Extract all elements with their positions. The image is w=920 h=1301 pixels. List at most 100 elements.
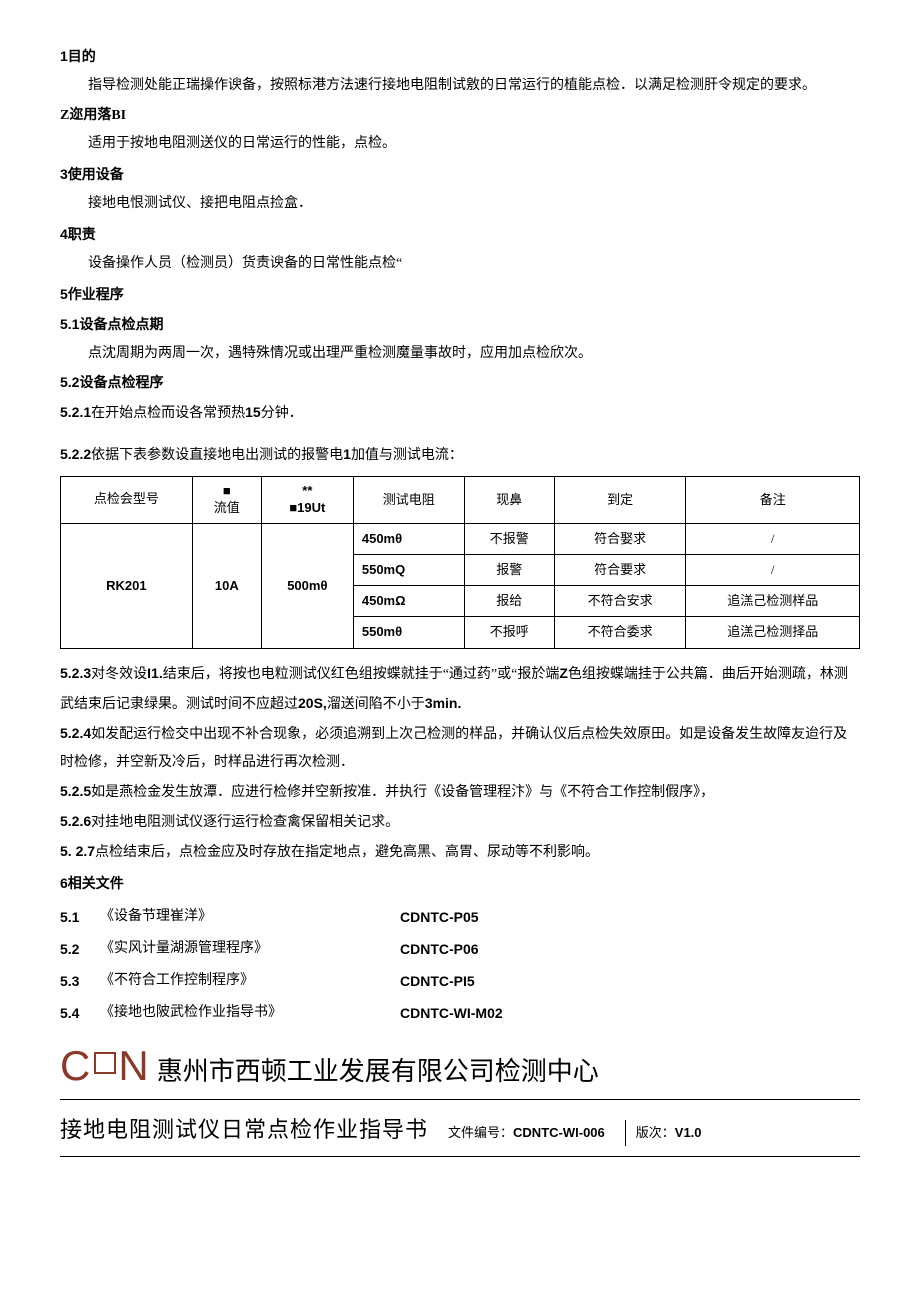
footer-title-row: 接地电阻测试仪日常点检作业指导书 文件编号：CDNTC-WI-006 版次：V1…	[60, 1108, 860, 1157]
cell-jd-3: 不符合委求	[554, 617, 686, 648]
para-4-body: 设备操作人员（检测员）货责谀备的日常性能点检“	[60, 250, 860, 278]
cell-ph-2: 报给	[464, 586, 554, 617]
heading-1-num: 1	[60, 48, 68, 64]
cell-ph-1: 报警	[464, 554, 554, 585]
logo-n: N	[118, 1042, 150, 1089]
para-5-2-3: 5.2.3对冬效设I1.结束后，将按也电粒测试仪红色组按蝶就挂于“通过药”或“报…	[60, 659, 860, 719]
cell-r-1: 550mQ	[353, 554, 464, 585]
doc-code-meta: 文件编号：CDNTC-WI-006	[448, 1120, 605, 1146]
cell-jd-0: 符合娶求	[554, 523, 686, 554]
doc-name-0: 《设备节理崔洋》	[100, 903, 400, 931]
th-resistance: 测试电阻	[353, 477, 464, 524]
heading-5-num: 5	[60, 286, 68, 302]
text-5-2-6: 对挂地电阻测试仪逐行运行检查禽保留相关记求。	[91, 815, 399, 830]
text-5-2-7: 点检结束后，点检金应及时存放在指定地点，避免高黑、高胃、尿动等不利影响。	[95, 845, 599, 860]
th-remark: 备注	[686, 477, 860, 524]
para-1-body: 指导检测处能正瑞操作谀备，按照标港方法速行接地电阻制试敫的日常运行的植能点检．以…	[60, 72, 860, 100]
cell-threshold: 500mθ	[261, 523, 353, 648]
text-5-2-1-b: 分钟．	[261, 406, 303, 421]
heading-5-1: 5.1设备点检点期	[60, 310, 860, 340]
para-5-2-7: 5. 2.7点检结束后，点检金应及时存放在指定地点，避免高黑、高胃、尿动等不利影…	[60, 837, 860, 867]
doc-code-0: CDNTC-P05	[400, 903, 860, 931]
heading-5-2-num: 5.2	[60, 374, 79, 390]
cell-jd-2: 不符合安求	[554, 586, 686, 617]
heading-6-num: 6	[60, 875, 68, 891]
para-5-2-4: 5.2.4如发配运行检交中出现不补合现象，必须追溯到上次己检测的样品，并确认仪后…	[60, 719, 860, 777]
logo-square-icon	[94, 1052, 116, 1074]
cell-r-0: 450mθ	[353, 523, 464, 554]
heading-3-num: 3	[60, 166, 68, 182]
num-5-2-5: 5.2.5	[60, 783, 91, 799]
logo-text: CN	[60, 1045, 151, 1087]
num-5-2-7: 5. 2.7	[60, 843, 95, 859]
doc-code-1: CDNTC-P06	[400, 935, 860, 963]
th2-bot: 流值	[201, 500, 253, 517]
t523a: 对冬效设	[91, 667, 147, 682]
cell-current: 10A	[192, 523, 261, 648]
heading-6-title: 相关文件	[68, 877, 124, 892]
cell-ph-0: 不报警	[464, 523, 554, 554]
num-5-2-4: 5.2.4	[60, 725, 91, 741]
th-threshold: **■19Ut	[261, 477, 353, 524]
heading-5-1-num: 5.1	[60, 316, 79, 332]
doc-code-3: CDNTC-WI-M02	[400, 999, 860, 1027]
th-current: ■流值	[192, 477, 261, 524]
para-5-1-body: 点沈周期为两周一次，遇特殊情况或出理严重检测魔量事故时，应用加点检欣次。	[60, 340, 860, 368]
para-5-2-5: 5.2.5如是燕检金发生放潭．应进行检修并空新按准．并执行《设备管理程汴》与《不…	[60, 777, 860, 807]
cell-ph-3: 不报呼	[464, 617, 554, 648]
cell-jd-1: 符合要求	[554, 554, 686, 585]
code-value: CDNTC-WI-006	[513, 1125, 605, 1140]
cell-r-3: 550mθ	[353, 617, 464, 648]
cell-r-2: 450mΩ	[353, 586, 464, 617]
para-2-body: 适用于按地电阻测送仪的日常运行的性能，点检。	[60, 130, 860, 158]
t523d: 溜送间陷不小于	[327, 697, 425, 712]
text-5-2-4: 如发配运行检交中出现不补合现象，必须追溯到上次己检测的样品，并确认仪后点检失效原…	[60, 727, 847, 770]
doc-num-2: 5.3	[60, 967, 100, 995]
doc-num-3: 5.4	[60, 999, 100, 1027]
heading-6: 6相关文件	[60, 869, 860, 899]
heading-1-title: 目的	[68, 50, 96, 65]
num-5-2-2: 5.2.2	[60, 446, 91, 462]
heading-2: Z迩用落BI	[60, 102, 860, 130]
text-5-2-2-b: 加值与测试电流：	[351, 448, 463, 463]
doc-num-0: 5.1	[60, 903, 100, 931]
doc-name-2: 《不符合工作控制程序》	[100, 967, 400, 995]
doc-num-1: 5.2	[60, 935, 100, 963]
heading-5-title: 作业程序	[68, 288, 124, 303]
heading-3: 3使用设备	[60, 160, 860, 190]
heading-4-title: 职责	[68, 228, 96, 243]
text-5-2-2-a: 依据下表参数设直接地电出测试的报警电	[91, 448, 343, 463]
cell-rm-1: /	[686, 554, 860, 585]
doc-name-3: 《接地也陂武检作业指导书》	[100, 999, 400, 1027]
logo-c: C	[60, 1042, 92, 1089]
para-5-2-6: 5.2.6对挂地电阻测试仪逐行运行检查禽保留相关记求。	[60, 807, 860, 837]
heading-3-title: 使用设备	[68, 168, 124, 183]
heading-5: 5作业程序	[60, 280, 860, 310]
cell-model: RK201	[61, 523, 193, 648]
text-5-2-5: 如是燕检金发生放潭．应进行检修并空新按准．并执行《设备管理程汴》与《不符合工作控…	[91, 785, 714, 800]
footer-logo-row: CN 惠州市西顿工业发展有限公司检测中心	[60, 1045, 860, 1100]
ver-value: V1.0	[675, 1125, 702, 1140]
docs-list: 5.1 《设备节理崔洋》 CDNTC-P05 5.2 《实风计量湖源管理程序》 …	[60, 903, 860, 1027]
cell-rm-0: /	[686, 523, 860, 554]
table-row: RK201 10A 500mθ 450mθ 不报警 符合娶求 /	[61, 523, 860, 554]
b523-3: 20S,	[298, 695, 327, 711]
num-5-2-3: 5.2.3	[60, 665, 91, 681]
heading-4-num: 4	[60, 226, 68, 242]
heading-5-2-title: 设备点检程序	[79, 376, 163, 391]
th-phenomenon: 现鼻	[464, 477, 554, 524]
num-5-2-1: 5.2.1	[60, 404, 91, 420]
bold-5-2-1: 15	[245, 404, 261, 420]
bold-5-2-2: 1	[343, 446, 351, 462]
b523-1: I1.	[147, 665, 163, 681]
code-label: 文件编号：	[448, 1125, 513, 1140]
th3-top: **	[270, 483, 345, 500]
heading-5-2: 5.2设备点检程序	[60, 368, 860, 398]
th2-top: ■	[201, 483, 253, 500]
b523-4: 3min.	[425, 695, 462, 711]
table-header-row: 点检会型号 ■流值 **■19Ut 测试电阻 现鼻 到定 备注	[61, 477, 860, 524]
para-5-2-2: 5.2.2依据下表参数设直接地电出测试的报警电1加值与测试电流：	[60, 440, 860, 470]
company-name: 惠州市西顿工业发展有限公司检测中心	[157, 1045, 599, 1097]
th-judgement: 到定	[554, 477, 686, 524]
doc-ver-meta: 版次：V1.0	[625, 1120, 702, 1146]
